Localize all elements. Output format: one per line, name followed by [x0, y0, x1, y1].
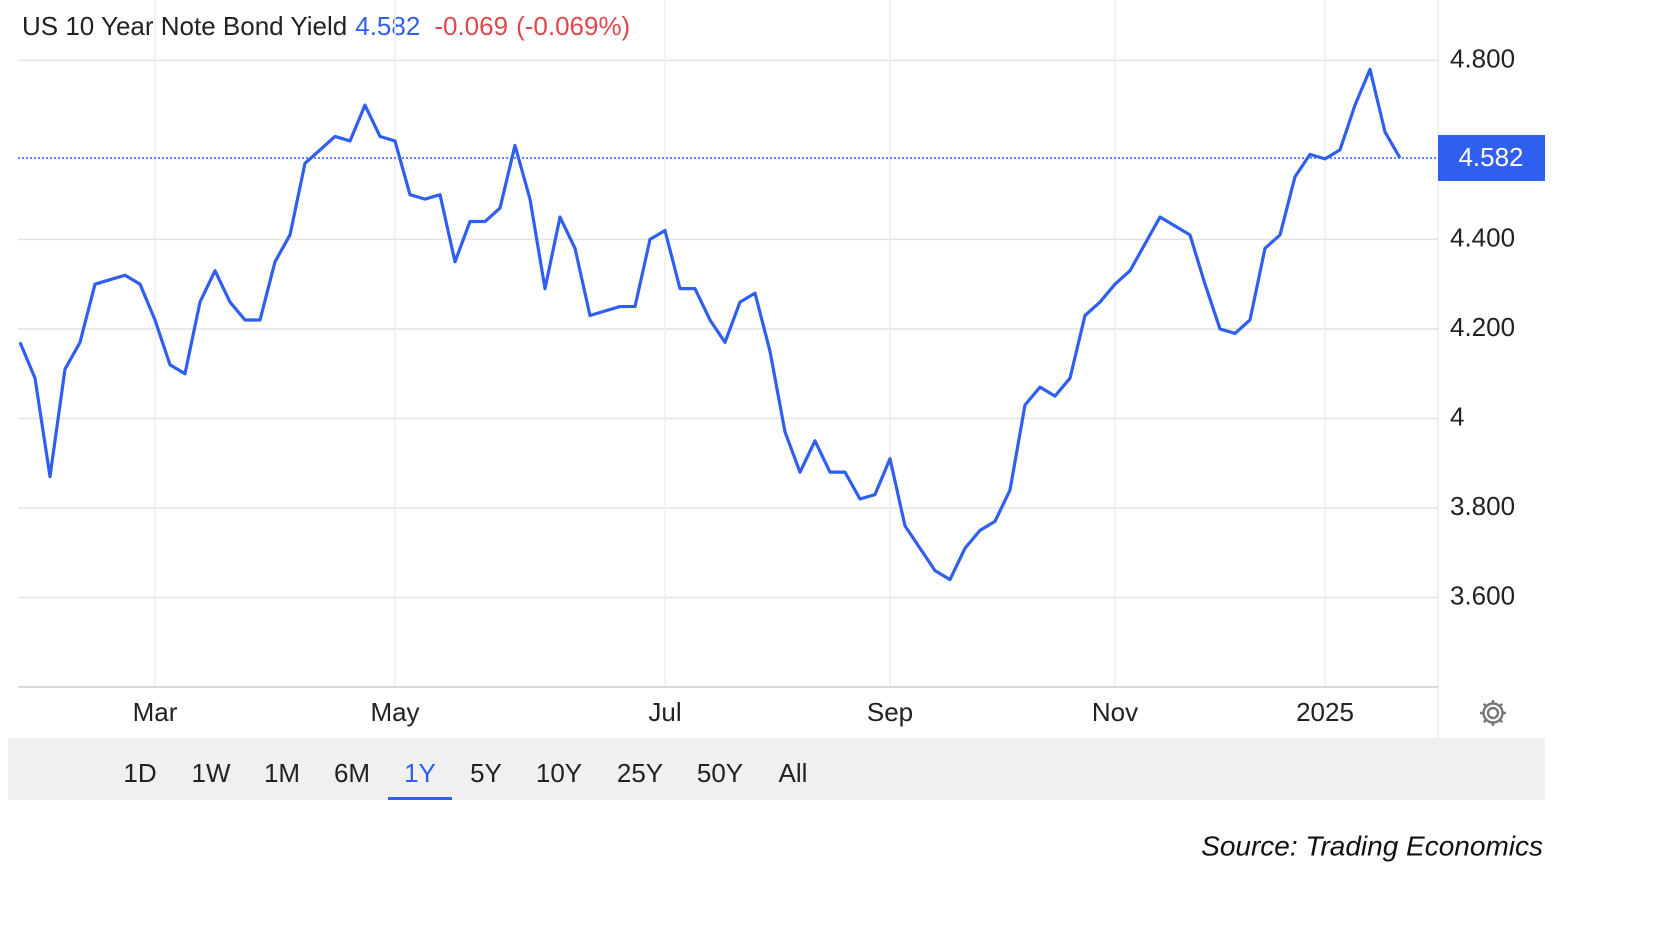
range-button[interactable]: 1Y	[404, 758, 436, 788]
chart-title: US 10 Year Note Bond Yield	[22, 11, 347, 41]
change-percent: (-0.069%)	[516, 11, 630, 41]
last-value: 4.582	[355, 11, 420, 41]
y-tick-label: 3.800	[1450, 491, 1515, 521]
range-button[interactable]: All	[779, 758, 808, 788]
line	[18, 67, 1402, 582]
range-bar	[8, 738, 1545, 800]
y-tick-label: 4.400	[1450, 222, 1515, 252]
source: Source: Trading Economics	[1201, 830, 1543, 861]
header: US 10 Year Note Bond Yield 4.582 -0.069 (-0…	[22, 11, 630, 41]
x-tick-label: Mar	[133, 697, 178, 727]
x-tick-label: Jul	[648, 697, 681, 727]
range-button[interactable]: 1M	[264, 758, 300, 788]
x-tick-label: Sep	[867, 697, 913, 727]
range-button[interactable]: 5Y	[470, 758, 502, 788]
change: -0.069	[434, 11, 508, 41]
range-button[interactable]: 10Y	[536, 758, 582, 788]
settings-icon[interactable]	[1480, 700, 1506, 726]
x-tick-label: May	[370, 697, 419, 727]
grid	[18, 0, 1438, 687]
x-tick-label: 2025	[1296, 697, 1354, 727]
range-button[interactable]: 6M	[334, 758, 370, 788]
range-button[interactable]: 50Y	[697, 758, 743, 788]
last-value-label: 4.582	[1458, 142, 1523, 172]
selected-underline	[388, 797, 452, 800]
x-tick-label: Nov	[1092, 697, 1138, 727]
range-button[interactable]: 1D	[123, 758, 156, 788]
y-tick-label: 3.600	[1450, 580, 1515, 610]
last-value-box	[1438, 134, 1545, 181]
range-button[interactable]: 25Y	[617, 758, 663, 788]
y-tick-label: 4	[1450, 401, 1464, 431]
y-tick-label: 4.800	[1450, 43, 1515, 73]
y-tick-label: 4.200	[1450, 312, 1515, 342]
range-button[interactable]: 1W	[192, 758, 231, 788]
